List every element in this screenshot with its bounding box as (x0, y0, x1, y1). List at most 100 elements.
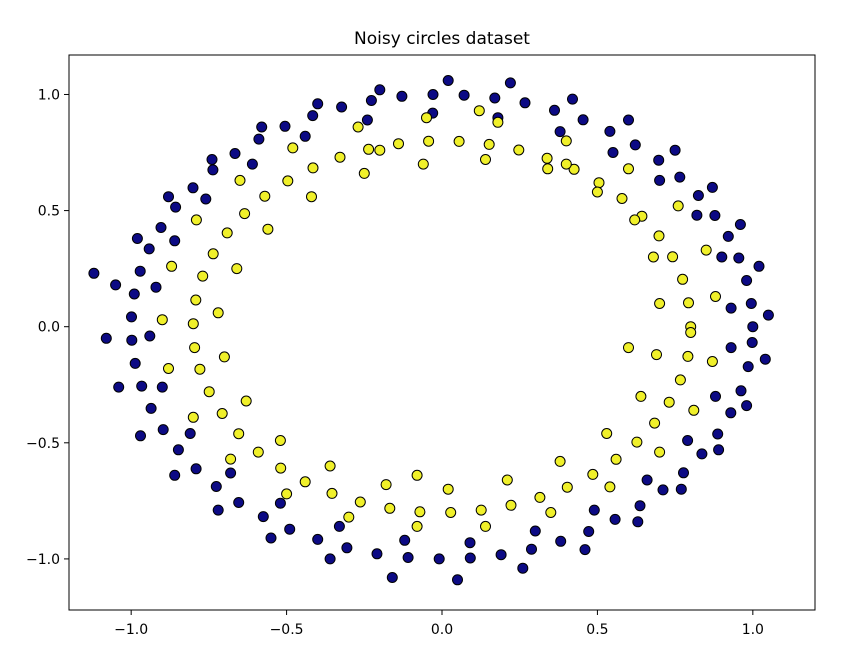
data-point-series-0-77 (131, 233, 143, 244)
data-point-series-0-8 (653, 154, 665, 166)
data-point-series-0-14 (489, 92, 501, 104)
data-point-series-0-52 (583, 526, 595, 537)
data-point-series-0-118 (529, 525, 541, 537)
data-point-series-0-4 (722, 230, 734, 242)
data-point-series-0-121 (682, 435, 694, 446)
data-point-series-0-47 (433, 553, 445, 565)
data-point-series-1-90 (281, 488, 293, 500)
data-point-series-0-56 (678, 467, 689, 479)
data-point-series-0-55 (657, 484, 669, 496)
data-point-series-0-119 (588, 504, 600, 516)
data-point-series-1-12 (453, 135, 465, 147)
data-point-series-1-28 (203, 386, 215, 398)
data-point-series-1-2 (677, 273, 689, 285)
data-point-series-0-40 (233, 497, 245, 508)
data-point-series-1-102 (374, 144, 386, 156)
data-point-series-0-112 (184, 428, 196, 439)
y-axis: 1.0 0.5 0.0 −0.5 −1.0 (26, 87, 69, 568)
data-point-series-1-31 (252, 446, 264, 458)
data-point-series-0-46 (402, 552, 414, 563)
data-point-series-0-97 (716, 251, 728, 263)
plot-area-frame (68, 54, 816, 611)
data-point-series-1-62 (212, 307, 224, 319)
data-point-series-0-12 (549, 104, 560, 116)
data-point-series-1-45 (631, 436, 643, 448)
data-point-series-1-76 (672, 200, 684, 212)
data-point-series-1-103 (560, 158, 572, 170)
x-tick-label: 0.0 (431, 622, 453, 638)
data-point-series-0-95 (759, 353, 771, 365)
data-point-series-0-48 (464, 552, 476, 564)
data-point-series-1-1 (683, 297, 694, 309)
data-point-series-0-33 (129, 357, 141, 369)
data-point-series-0-54 (634, 500, 646, 512)
data-point-series-0-59 (725, 407, 737, 419)
data-point-series-0-73 (312, 98, 324, 110)
data-point-series-0-27 (155, 222, 167, 233)
data-point-series-0-41 (257, 511, 269, 523)
data-point-series-1-39 (475, 504, 487, 516)
data-point-series-0-17 (396, 90, 408, 102)
data-point-series-0-78 (110, 279, 122, 291)
data-point-series-1-9 (541, 152, 553, 164)
x-tick-label: 1.0 (742, 622, 764, 638)
data-point-series-0-108 (169, 235, 181, 247)
data-point-series-0-92 (675, 483, 687, 495)
data-point-series-0-88 (452, 574, 463, 586)
data-point-series-0-60 (735, 385, 747, 397)
data-point-series-1-44 (610, 453, 622, 465)
y-tick-label: 1.0 (38, 87, 60, 103)
data-point-series-1-52 (647, 251, 659, 263)
data-point-series-1-89 (225, 453, 237, 465)
data-point-series-0-9 (629, 139, 641, 151)
data-point-series-1-53 (629, 214, 641, 226)
data-point-series-1-83 (234, 174, 246, 186)
data-point-series-0-65 (734, 219, 746, 230)
data-point-series-0-111 (156, 381, 168, 393)
data-point-series-0-80 (100, 332, 112, 344)
data-point-series-1-59 (306, 191, 317, 203)
data-point-series-1-58 (358, 167, 370, 179)
data-point-series-0-31 (126, 311, 137, 323)
data-point-series-1-65 (274, 435, 286, 446)
data-point-series-0-49 (495, 549, 507, 561)
data-point-series-1-92 (411, 520, 423, 532)
data-point-series-1-11 (483, 138, 495, 150)
data-point-series-0-109 (150, 281, 162, 293)
data-point-series-1-26 (189, 342, 201, 354)
data-point-series-1-95 (604, 481, 616, 493)
x-tick-label: −0.5 (270, 622, 304, 638)
data-point-series-0-21 (279, 120, 291, 132)
data-point-series-0-63 (762, 309, 774, 321)
data-point-series-0-69 (567, 93, 578, 105)
data-point-series-0-110 (144, 330, 156, 342)
data-point-series-1-17 (307, 162, 319, 174)
x-tick-label: −1.0 (114, 622, 148, 638)
data-point-series-0-66 (706, 181, 718, 193)
data-point-series-0-22 (253, 133, 265, 145)
y-tick-label: 0.5 (38, 204, 60, 220)
data-point-series-0-70 (504, 77, 516, 89)
chart-title: Noisy circles dataset (354, 29, 530, 49)
data-point-series-0-64 (753, 260, 765, 272)
data-point-series-1-71 (601, 428, 613, 439)
data-point-series-1-36 (384, 502, 396, 514)
data-point-series-0-116 (399, 534, 411, 546)
data-point-series-1-40 (505, 499, 517, 511)
data-point-series-1-77 (623, 163, 634, 175)
data-point-series-0-100 (607, 147, 619, 158)
data-point-series-1-55 (542, 163, 554, 175)
data-point-series-1-48 (674, 374, 686, 386)
data-point-series-0-28 (143, 243, 155, 255)
data-point-series-0-83 (169, 469, 181, 481)
data-point-series-1-68 (442, 483, 454, 495)
data-point-series-1-6 (616, 193, 628, 204)
data-point-series-1-42 (561, 481, 573, 493)
data-point-series-0-32 (126, 334, 138, 346)
data-point-series-1-61 (231, 263, 243, 275)
data-point-series-0-107 (200, 193, 212, 205)
data-point-series-0-39 (210, 481, 222, 492)
data-point-series-0-11 (577, 114, 589, 126)
data-point-series-0-123 (725, 342, 737, 354)
data-point-series-0-101 (554, 126, 566, 138)
